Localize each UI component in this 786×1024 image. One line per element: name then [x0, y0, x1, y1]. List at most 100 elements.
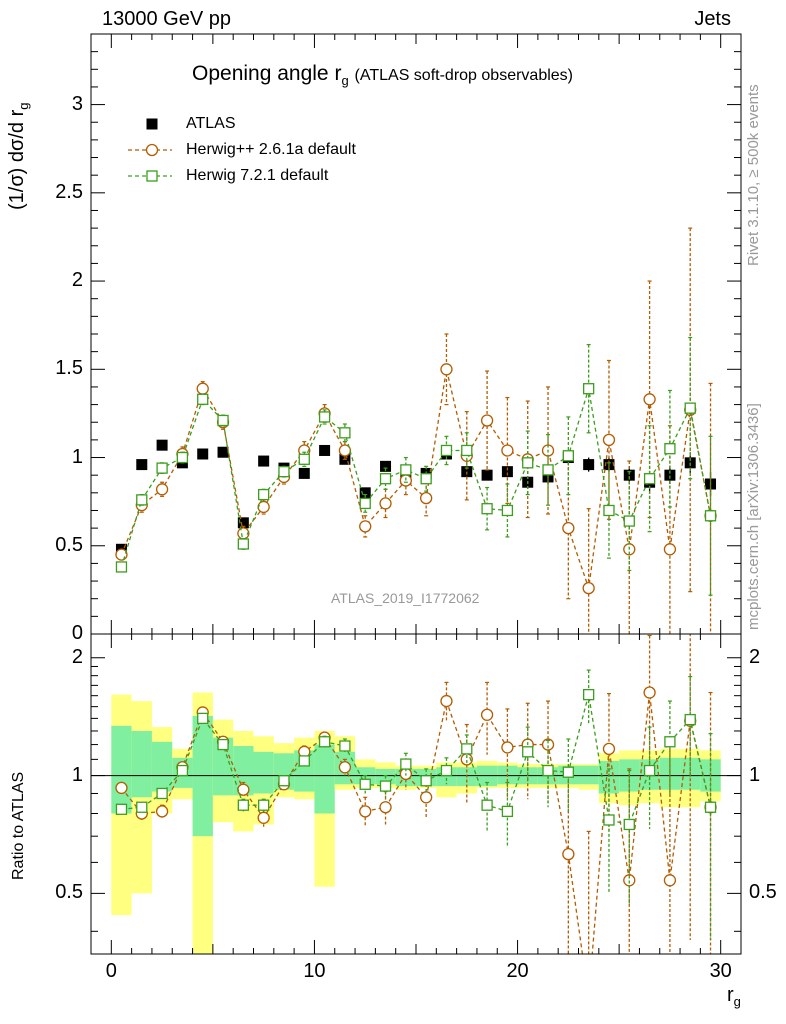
ratio-point-1-2	[156, 787, 168, 800]
legend-marker-2	[146, 170, 158, 182]
point-0-4	[197, 448, 209, 460]
ratio-point-1-3	[176, 764, 189, 777]
ratio-point-0-11	[338, 761, 352, 774]
ratio-point-0-13	[379, 801, 392, 814]
ratio-point-1-13	[379, 780, 392, 792]
point-1-26	[643, 393, 656, 406]
point-1-11	[338, 444, 352, 457]
ratio-point-1-24	[603, 814, 615, 826]
ratio-ytick-label-right-1: 1	[749, 763, 761, 786]
point-0-2	[156, 439, 168, 451]
point-2-27	[664, 443, 676, 455]
ratio-point-0-19	[501, 741, 514, 754]
axis-ticks	[91, 34, 741, 954]
band-green-7	[253, 751, 274, 794]
ratio-point-0-26	[643, 686, 656, 699]
ratio-point-0-22	[562, 847, 575, 861]
ratio-point-0-2	[155, 805, 169, 818]
point-0-1	[136, 459, 148, 471]
legend-label-atlas: ATLAS	[186, 115, 236, 132]
ratio-point-0-18	[480, 708, 494, 721]
point-2-23	[583, 383, 595, 395]
ratio-ytick-label-right-0: 0.5	[749, 881, 777, 904]
ratio-point-0-0	[115, 781, 128, 795]
main-series-layer	[115, 227, 717, 634]
point-2-17	[461, 444, 473, 457]
ratio-point-1-23	[583, 688, 595, 701]
ratio-series-layer	[115, 634, 717, 1004]
point-0-13	[380, 460, 392, 472]
point-1-13	[379, 497, 392, 510]
ratio-point-1-25	[623, 818, 635, 831]
x-axis-label: rg	[727, 984, 741, 1009]
point-2-25	[623, 515, 635, 527]
ratio-point-1-15	[420, 775, 432, 787]
band-green-4	[192, 715, 213, 837]
ratio-y-axis-label: Ratio to ATLAS	[10, 771, 27, 880]
point-0-7	[258, 455, 270, 467]
main-ytick-label-1: 0.5	[55, 533, 83, 556]
ratio-point-0-23	[583, 993, 594, 1004]
point-2-28	[684, 402, 696, 414]
ratio-point-1-21	[542, 764, 554, 777]
point-2-19	[501, 504, 514, 517]
point-2-7	[258, 488, 270, 501]
point-2-6	[237, 538, 249, 550]
point-1-18	[480, 414, 494, 427]
point-2-16	[440, 444, 453, 457]
point-2-14	[400, 464, 412, 476]
legend-label-herwigpp: Herwig++ 2.6.1a default	[186, 141, 356, 158]
point-1-23	[582, 581, 595, 595]
main-ytick-label-2: 1	[71, 445, 83, 468]
legend-marker-1	[145, 143, 159, 157]
ratio-point-0-27	[663, 874, 677, 887]
ratio-point-1-4	[197, 712, 209, 725]
ratio-point-1-28	[684, 713, 696, 726]
ratio-point-1-20	[522, 746, 534, 758]
series-line-2	[120, 388, 712, 568]
band-green-2	[151, 741, 173, 792]
point-2-10	[318, 411, 331, 423]
point-2-0	[115, 561, 128, 573]
ratio-point-1-19	[501, 805, 514, 818]
point-2-8	[278, 465, 290, 478]
xtick-label-2: 20	[506, 960, 529, 982]
ratio-point-0-15	[420, 791, 433, 804]
ratio-point-0-21	[541, 738, 555, 751]
ratio-point-1-22	[562, 766, 574, 778]
main-ytick-label-0: 0	[71, 622, 83, 644]
header-process: 13000 GeV pp	[102, 8, 231, 30]
point-0-18	[481, 469, 493, 481]
main-y-axis-label: (1/σ) dσ/d rg	[6, 102, 31, 211]
point-0-9	[298, 467, 310, 479]
series-line-1	[120, 369, 712, 589]
point-2-22	[562, 450, 574, 462]
main-ytick-label-4: 2	[71, 269, 83, 292]
point-2-24	[603, 504, 615, 517]
ratio-point-1-5	[217, 738, 229, 751]
point-1-27	[663, 543, 677, 556]
point-0-27	[664, 469, 676, 481]
point-0-10	[319, 444, 331, 456]
ratio-point-1-16	[440, 764, 453, 777]
point-0-5	[217, 446, 229, 458]
ratio-point-1-6	[237, 799, 249, 811]
ratio-ytick-label-left-0: 0.5	[55, 881, 83, 904]
point-2-2	[156, 462, 168, 474]
xtick-label-1: 10	[303, 960, 326, 982]
main-ytick-label-6: 3	[71, 92, 83, 115]
band-green-0	[111, 725, 132, 814]
band-green-5	[212, 737, 234, 796]
point-0-12	[359, 487, 371, 499]
ratio-point-1-14	[400, 758, 412, 770]
ratio-point-1-9	[298, 755, 310, 767]
point-2-21	[542, 464, 554, 476]
legend-marker-0	[146, 118, 158, 130]
xtick-label-3: 30	[709, 960, 732, 982]
band-green-24	[598, 760, 620, 794]
ratio-point-0-7	[257, 811, 270, 824]
rivet-version-note: Rivet 3.1.10, ≥ 500k events	[745, 84, 762, 266]
ratio-point-1-26	[643, 764, 656, 777]
band-green-1	[131, 730, 152, 798]
mcplots-credit: mcplots.cern.ch [arXiv:1306.3436]	[745, 403, 762, 630]
